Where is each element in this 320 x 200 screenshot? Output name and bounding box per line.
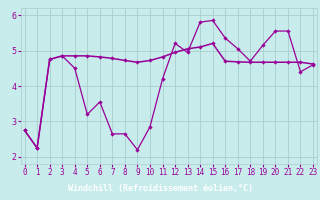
Text: Windchill (Refroidissement éolien,°C): Windchill (Refroidissement éolien,°C) — [68, 184, 252, 193]
